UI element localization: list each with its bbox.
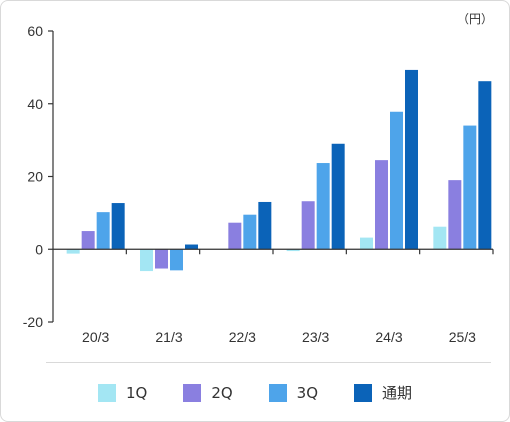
bar-3-1 xyxy=(96,212,110,250)
bar-1-6 xyxy=(433,226,447,250)
legend-swatch-1q xyxy=(97,383,116,402)
legend-item-full-year: 通期 xyxy=(354,382,412,403)
bar-chart: 60 40 20 0 -20 （円） 20/3 21/3 22/3 23/3 24/3 25/3 xyxy=(23,12,494,345)
legend-swatch-full-year xyxy=(354,383,373,402)
bar-1-1 xyxy=(66,249,80,254)
legend-label-1q: 1Q xyxy=(125,383,148,402)
legend: 1Q 2Q 3Q 通期 xyxy=(1,382,509,403)
x-tick-label: 21/3 xyxy=(155,329,182,345)
x-tick-label: 24/3 xyxy=(375,329,402,345)
bar-2-1 xyxy=(81,231,95,250)
bar-1-4 xyxy=(286,249,300,252)
legend-divider xyxy=(46,362,491,363)
x-tick-label: 25/3 xyxy=(449,329,476,345)
bar-3-2 xyxy=(170,249,183,271)
bar-1-2 xyxy=(140,249,153,272)
legend-label-2q: 2Q xyxy=(211,383,233,402)
legend-swatch-2q xyxy=(183,383,202,402)
bar-4-2 xyxy=(185,244,198,250)
legend-item-2q: 2Q xyxy=(183,383,233,402)
bar-3-5 xyxy=(390,111,403,250)
x-tick-label: 22/3 xyxy=(229,329,256,345)
bar-2-6 xyxy=(448,180,462,250)
bar-2-3 xyxy=(228,222,242,250)
bar-2-4 xyxy=(301,201,315,250)
bar-2-5 xyxy=(375,160,388,250)
bar-4-6 xyxy=(478,81,492,250)
bar-3-4 xyxy=(316,163,330,250)
bar-2-2 xyxy=(155,249,168,269)
x-tick-label: 23/3 xyxy=(302,329,329,345)
bar-4-4 xyxy=(331,143,345,250)
y-tick-label: 20 xyxy=(27,169,43,185)
x-tick-label: 20/3 xyxy=(82,329,109,345)
bar-4-1 xyxy=(111,203,125,250)
unit-label: （円） xyxy=(457,12,493,26)
y-tick-label: -20 xyxy=(23,314,43,330)
y-tick-label: 0 xyxy=(35,241,43,257)
legend-label-full-year: 通期 xyxy=(382,384,413,402)
bar-3-6 xyxy=(463,125,477,250)
y-tick-label: 60 xyxy=(27,23,43,39)
legend-label-3q: 3Q xyxy=(296,383,319,402)
bar-1-5 xyxy=(360,237,373,250)
bar-4-3 xyxy=(258,201,272,250)
bar-3-3 xyxy=(243,214,257,250)
legend-item-1q: 1Q xyxy=(97,383,148,402)
legend-item-3q: 3Q xyxy=(268,383,319,402)
y-tick-label: 40 xyxy=(27,96,43,112)
bar-4-5 xyxy=(405,69,418,250)
legend-swatch-3q xyxy=(268,383,287,402)
